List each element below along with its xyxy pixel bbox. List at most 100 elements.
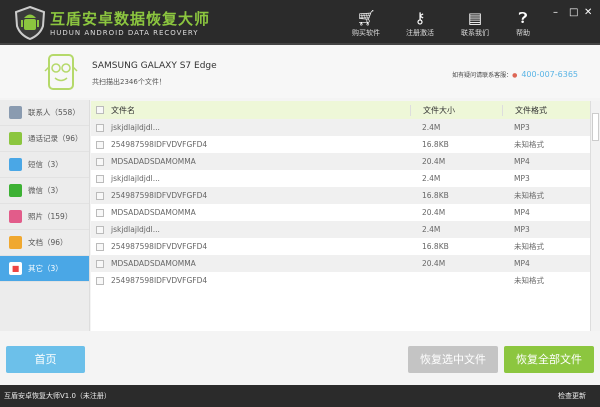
sidebar-item-label: 短信（3）: [28, 160, 63, 169]
close-button[interactable]: ✕: [584, 7, 593, 18]
minimize-button[interactable]: –: [553, 7, 558, 18]
file-format: MP4: [514, 157, 530, 166]
sidebar-item[interactable]: 微信（3）: [0, 178, 89, 204]
scroll-thumb[interactable]: [592, 113, 599, 141]
support-label: 如有疑问请联系客服：: [452, 72, 513, 79]
row-checkbox[interactable]: [96, 123, 104, 132]
category-icon: [9, 210, 22, 223]
help-label: 帮助: [516, 29, 530, 37]
check-update-link[interactable]: 检查更新: [558, 392, 586, 400]
buy-label: 购买软件: [352, 29, 380, 37]
status-bar: 互盾安卓恢复大师V1.0（未注册） 检查更新: [0, 385, 600, 407]
table-row[interactable]: jskjdlajldjdl... 2.4M MP3: [91, 221, 590, 238]
qq-icon: ●: [512, 72, 518, 79]
register-label: 注册激活: [406, 29, 434, 37]
file-format: 未知格式: [514, 140, 544, 149]
file-format: MP3: [514, 225, 530, 234]
row-checkbox[interactable]: [96, 208, 104, 217]
file-size: 2.4M: [422, 225, 441, 234]
category-sidebar: 联系人（558） 通话记录（96） 短信（3） 微信（3） 照片（159） 文档（96） ■…: [0, 100, 90, 331]
file-size: 16.8KB: [422, 191, 449, 200]
table-row[interactable]: MDSADADSDAMOMMA 20.4M MP4: [91, 204, 590, 221]
app-subtitle: HUDUN ANDROID DATA RECOVERY: [50, 29, 199, 37]
table-row[interactable]: jskjdlajldjdl... 2.4M MP3: [91, 170, 590, 187]
row-checkbox[interactable]: [96, 276, 104, 285]
buy-button[interactable]: 🛒︎ 购买软件: [341, 8, 391, 38]
app-title: 互盾安卓数据恢复大师: [50, 10, 211, 28]
help-icon: ❓︎: [518, 9, 528, 27]
home-button[interactable]: 首页: [6, 346, 85, 373]
table-row[interactable]: 254987598IDFVDVFGFD4 未知格式: [91, 272, 590, 289]
table-row[interactable]: 254987598IDFVDVFGFD4 16.8KB 未知格式: [91, 136, 590, 153]
sidebar-item-label: 照片（159）: [28, 212, 73, 221]
maximize-button[interactable]: □: [569, 7, 579, 18]
sidebar-item[interactable]: 通话记录（96）: [0, 126, 89, 152]
phone-mascot-icon: [44, 54, 78, 90]
scrollbar[interactable]: [590, 101, 600, 331]
category-icon: [9, 158, 22, 171]
sidebar-item[interactable]: 联系人（558）: [0, 100, 89, 126]
support-phone[interactable]: 400-007-6365: [521, 70, 578, 79]
sidebar-item-label: 其它（3）: [28, 264, 63, 273]
category-icon: ■: [9, 262, 22, 275]
row-checkbox[interactable]: [96, 225, 104, 234]
scan-summary: 共扫描出2346个文件！: [92, 78, 166, 86]
support-info: 如有疑问请联系客服：● 400-007-6365: [452, 70, 578, 79]
row-checkbox[interactable]: [96, 174, 104, 183]
sidebar-item-label: 联系人（558）: [28, 108, 80, 117]
file-format: 未知格式: [514, 276, 544, 285]
col-size-header[interactable]: 文件大小: [410, 104, 502, 116]
table-row[interactable]: MDSADADSDAMOMMA 20.4M MP4: [91, 153, 590, 170]
file-format: 未知格式: [514, 242, 544, 251]
register-button[interactable]: ⚷ 注册激活: [395, 8, 445, 38]
file-name: jskjdlajldjdl...: [111, 225, 160, 234]
table-row[interactable]: 254987598IDFVDVFGFD4 16.8KB 未知格式: [91, 238, 590, 255]
sidebar-item[interactable]: 短信（3）: [0, 152, 89, 178]
table-header: 文件名 文件大小 文件格式: [91, 101, 590, 119]
file-size: 2.4M: [422, 174, 441, 183]
sidebar-item-label: 通话记录（96）: [28, 134, 83, 143]
select-all-checkbox[interactable]: [96, 106, 104, 114]
row-checkbox[interactable]: [96, 191, 104, 200]
sidebar-item[interactable]: 文档（96）: [0, 230, 89, 256]
sidebar-item-label: 微信（3）: [28, 186, 63, 195]
table-row[interactable]: 254987598IDFVDVFGFD4 16.8KB 未知格式: [91, 187, 590, 204]
file-name: jskjdlajldjdl...: [111, 174, 160, 183]
device-name: SAMSUNG GALAXY S7 Edge: [92, 61, 217, 71]
sidebar-item-label: 文档（96）: [28, 238, 68, 247]
file-name: jskjdlajldjdl...: [111, 123, 160, 132]
file-format: 未知格式: [514, 191, 544, 200]
file-size: 16.8KB: [422, 140, 449, 149]
category-icon: [9, 236, 22, 249]
row-checkbox[interactable]: [96, 157, 104, 166]
file-format: MP4: [514, 208, 530, 217]
version-text: 互盾安卓恢复大师V1.0（未注册）: [4, 392, 111, 400]
col-name-header[interactable]: 文件名: [111, 105, 135, 115]
shield-android-logo: [14, 6, 46, 40]
file-format: MP4: [514, 259, 530, 268]
sidebar-item[interactable]: ■ 其它（3）: [0, 256, 89, 282]
col-format-header[interactable]: 文件格式: [502, 104, 590, 116]
file-size: 20.4M: [422, 208, 446, 217]
row-checkbox[interactable]: [96, 242, 104, 251]
file-size: 20.4M: [422, 259, 446, 268]
file-name: 254987598IDFVDVFGFD4: [111, 242, 208, 251]
row-checkbox[interactable]: [96, 259, 104, 268]
category-icon: [9, 184, 22, 197]
table-row[interactable]: MDSADADSDAMOMMA 20.4M MP4: [91, 255, 590, 272]
file-format: MP3: [514, 123, 530, 132]
file-size: 2.4M: [422, 123, 441, 132]
sidebar-item[interactable]: 照片（159）: [0, 204, 89, 230]
category-icon: [9, 106, 22, 119]
file-size: 20.4M: [422, 157, 446, 166]
help-button[interactable]: ❓︎ 帮助: [498, 8, 548, 38]
file-name: MDSADADSDAMOMMA: [111, 208, 196, 217]
file-name: MDSADADSDAMOMMA: [111, 259, 196, 268]
chat-icon: ▤: [467, 9, 483, 27]
recover-all-button[interactable]: 恢复全部文件: [504, 346, 594, 373]
table-row[interactable]: jskjdlajldjdl... 2.4M MP3: [91, 119, 590, 136]
row-checkbox[interactable]: [96, 140, 104, 149]
contact-button[interactable]: ▤ 联系我们: [450, 8, 500, 38]
recover-selected-button[interactable]: 恢复选中文件: [408, 346, 498, 373]
file-name: MDSADADSDAMOMMA: [111, 157, 196, 166]
